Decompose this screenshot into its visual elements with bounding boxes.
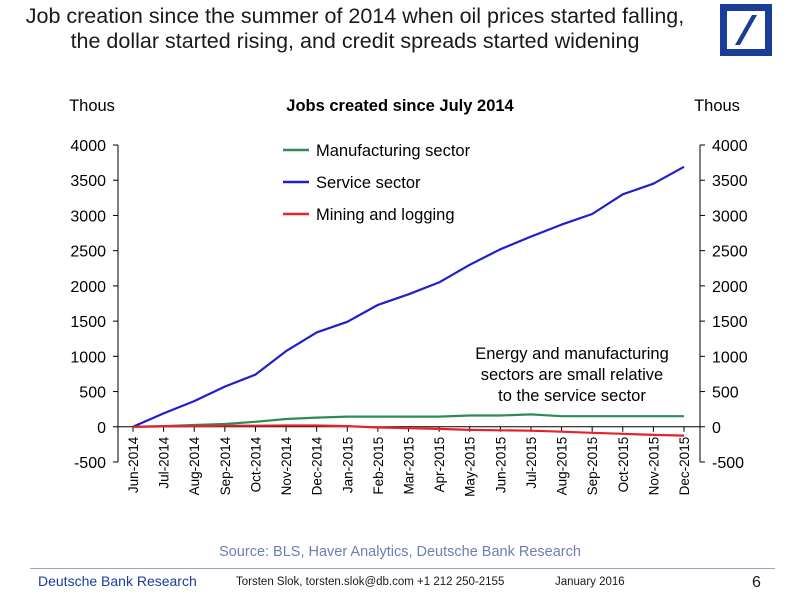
y-tick-label-left: 2500 — [70, 244, 106, 261]
y-tick-label-left: 3500 — [70, 173, 106, 190]
x-tick-label: Feb-2015 — [371, 437, 386, 495]
series-line-service-sector — [132, 165, 685, 428]
x-tick-label: Nov-2014 — [279, 436, 294, 495]
page-number: 6 — [752, 574, 761, 591]
y-tick-label-right: -500 — [712, 455, 744, 472]
footer-author: Torsten Slok, torsten.slok@db.com +1 212… — [236, 576, 505, 588]
annotation-line: to the service sector — [498, 387, 646, 405]
x-tick-label: Mar-2015 — [402, 437, 417, 495]
x-tick-label: Aug-2014 — [187, 436, 202, 495]
headline-line-2: the dollar started rising, and credit sp… — [70, 29, 640, 53]
x-tick-label: Aug-2015 — [555, 437, 570, 496]
x-tick-label: Jul-2015 — [524, 437, 539, 489]
y-tick-label-left: 4000 — [70, 138, 106, 155]
y-tick-label-left: 1000 — [70, 349, 106, 366]
headline: Job creation since the summer of 2014 wh… — [0, 4, 710, 54]
y-tick-label-right: 3000 — [712, 208, 748, 225]
footer-brand: Deutsche Bank Research — [38, 573, 197, 589]
legend-label: Mining and logging — [316, 206, 455, 224]
footer-divider — [30, 568, 775, 569]
y-tick-label-right: 2500 — [712, 244, 748, 261]
series-line-mining-and-logging — [132, 424, 685, 437]
x-tick-label: Dec-2015 — [677, 437, 692, 496]
y-tick-label-right: 1500 — [712, 314, 748, 331]
x-tick-label: Oct-2015 — [616, 437, 631, 493]
y-tick-label-left: 500 — [79, 385, 106, 402]
x-tick-label: May-2015 — [463, 437, 478, 497]
x-tick-label: Sep-2014 — [218, 436, 233, 495]
y-tick-label-right: 0 — [712, 420, 721, 437]
source-note: Source: BLS, Haver Analytics, Deutsche B… — [219, 544, 581, 560]
annotation-line: Energy and manufacturing — [475, 345, 669, 363]
footer-date: January 2016 — [555, 576, 625, 588]
series-line-manufacturing-sector — [132, 413, 684, 428]
deutsche-bank-logo — [720, 4, 772, 56]
y-tick-label-right: 1000 — [712, 349, 748, 366]
x-tick-label: Jun-2015 — [493, 437, 508, 493]
y-axis-unit-left: Thous — [69, 97, 115, 115]
y-tick-label-right: 4000 — [712, 138, 748, 155]
x-tick-label: Jan-2015 — [340, 437, 355, 493]
legend-label: Manufacturing sector — [316, 142, 471, 160]
x-tick-label: Jul-2014 — [157, 436, 172, 488]
y-tick-label-right: 3500 — [712, 173, 748, 190]
headline-line-1: Job creation since the summer of 2014 wh… — [25, 4, 685, 28]
y-tick-label-left: 3000 — [70, 208, 106, 225]
y-tick-label-left: -500 — [74, 455, 106, 472]
chart-title: Jobs created since July 2014 — [286, 97, 514, 115]
y-tick-label-right: 2000 — [712, 279, 748, 296]
x-tick-label: Apr-2015 — [432, 437, 447, 493]
legend-label: Service sector — [316, 174, 421, 192]
x-tick-label: Sep-2015 — [585, 437, 600, 496]
y-tick-label-left: 0 — [97, 420, 106, 437]
x-tick-label: Oct-2014 — [248, 436, 263, 492]
annotation-line: sectors are small relative — [481, 366, 663, 384]
y-axis-unit-right: Thous — [694, 97, 740, 115]
logo-slash-icon — [735, 15, 757, 45]
x-tick-label: Nov-2015 — [646, 437, 661, 496]
line-chart: Jobs created since July 2014 Thous Thous -5… — [69, 97, 748, 497]
y-tick-label-right: 500 — [712, 385, 739, 402]
x-tick-label: Dec-2014 — [310, 436, 325, 495]
x-tick-label: Jun-2014 — [126, 436, 141, 493]
y-tick-label-left: 2000 — [70, 279, 106, 296]
y-tick-label-left: 1500 — [70, 314, 106, 331]
